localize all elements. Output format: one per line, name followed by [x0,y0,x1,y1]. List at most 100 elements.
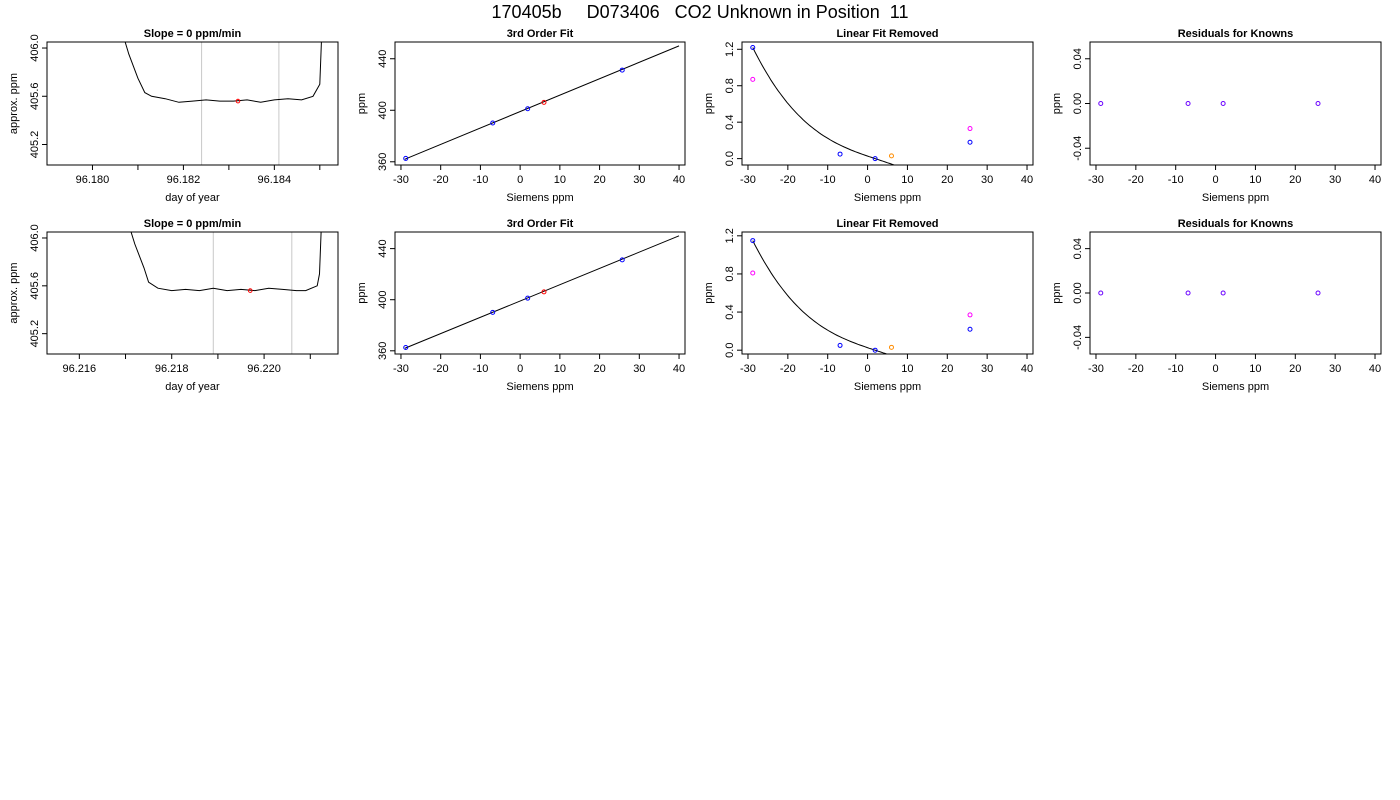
x-tick-label: 0 [1213,174,1219,186]
x-tick-label: 40 [1021,174,1033,186]
chart-panel: Residuals for Knowns Siemens ppm ppm -30 -20… [1051,28,1382,204]
y-tick-label: 0.4 [724,304,736,319]
chart-title: Slope = 0 ppm/min [144,218,242,230]
y-tick-label: 360 [377,342,389,360]
y-tick-label: 360 [377,153,389,171]
chart-panel: 3rd Order Fit Siemens ppm ppm -30 -20 -10 0 10 2… [356,28,686,204]
plot-frame [1089,231,1382,355]
y-tick-label: 0.0 [724,343,736,358]
x-tick-label: -10 [472,174,488,186]
plot-area [1098,101,1321,106]
plot-area [403,235,680,350]
plot-area [124,42,322,165]
known-point [490,120,496,126]
chart-title: 3rd Order Fit [507,28,574,40]
y-tick-label: 0.00 [1072,93,1084,114]
residual-point [1098,101,1104,106]
x-tick-label: 10 [901,174,913,186]
y-axis-label: ppm [703,282,715,303]
x-tick-label: 0 [1213,363,1219,375]
x-tick-label: 0 [517,174,523,186]
residual-point [1315,290,1321,296]
x-tick-label: 40 [1021,363,1033,375]
chart-title: 3rd Order Fit [507,218,574,230]
plot-frame [394,41,686,166]
residual-point [1220,290,1226,296]
chart-panel: Linear Fit Removed Siemens ppm ppm -30 -20 -1… [703,218,1034,393]
cubic-curve [752,240,889,354]
y-tick-label: 1.2 [724,42,736,57]
chart-title: Linear Fit Removed [836,28,938,40]
x-tick-label: -10 [820,174,836,186]
y-tick-label: 0.8 [724,78,736,93]
x-tick-label: -30 [740,363,756,375]
x-axis-label: Siemens ppm [506,381,573,393]
y-axis-label: ppm [356,93,368,114]
x-tick-label: 10 [554,363,566,375]
x-tick-label: 20 [941,363,953,375]
x-tick-label: -20 [780,174,796,186]
chart-panel: 3rd Order Fit Siemens ppm ppm -30 -20 -10 0 10 2… [356,218,686,393]
x-tick-label: -20 [1128,174,1144,186]
x-tick-label: 30 [1329,363,1341,375]
x-tick-label: 40 [673,363,685,375]
known-point [837,151,843,157]
y-tick-label: 0.04 [1072,48,1084,69]
known-point [967,326,973,332]
y-tick-label: 0.0 [724,151,736,166]
x-tick-label: -20 [433,363,449,375]
x-tick-label: -10 [1168,363,1184,375]
y-axis-label: approx. ppm [8,262,20,323]
unknown-point [888,344,894,350]
y-axis-label: ppm [356,282,368,303]
page-title: 170405b D073406 CO2 Unknown in Position … [491,2,909,22]
measured-point [750,270,756,276]
y-axis-label: ppm [1051,282,1063,303]
x-tick-label: 96.182 [167,174,201,186]
x-tick-label: 96.180 [76,174,110,186]
chart-title: Linear Fit Removed [836,218,938,230]
y-tick-label: -0.04 [1072,325,1084,350]
residual-point [1098,290,1104,296]
y-tick-label: 405.2 [29,131,41,159]
x-tick-label: 40 [1369,363,1381,375]
y-tick-label: -0.04 [1072,136,1084,161]
x-axis-label: Siemens ppm [854,192,921,204]
y-tick-label: 0.8 [724,266,736,281]
x-tick-label: -30 [393,363,409,375]
known-point [525,106,531,112]
chart-panel: Residuals for Knowns Siemens ppm ppm -30 -20… [1051,218,1382,393]
x-tick-label: 0 [517,363,523,375]
x-axis-label: day of year [165,381,220,393]
known-point [750,44,756,50]
y-tick-label: 0.04 [1072,238,1084,259]
x-tick-label: 30 [1329,174,1341,186]
known-point [619,257,625,263]
known-point [872,156,878,162]
x-tick-label: -20 [1128,363,1144,375]
plot-area [750,238,973,354]
y-tick-label: 406.0 [29,224,41,252]
x-tick-label: 40 [1369,174,1381,186]
residual-point [1185,101,1191,106]
unknown-point [888,153,894,159]
x-tick-label: 40 [673,174,685,186]
x-tick-label: 0 [865,174,871,186]
x-tick-label: -20 [780,363,796,375]
y-tick-label: 400 [377,291,389,309]
unknown-point [541,289,547,295]
known-point [967,139,973,145]
unknown-marker [235,98,241,104]
residual-point [1185,290,1191,296]
plot-frame [741,41,1034,166]
x-tick-label: 96.216 [63,363,97,375]
x-tick-label: 10 [1249,174,1261,186]
x-tick-label: -10 [472,363,488,375]
plot-frame [46,41,339,166]
chart-panel: Linear Fit Removed Siemens ppm ppm -30 -20 -1… [703,28,1034,204]
x-tick-label: -20 [433,174,449,186]
x-tick-label: -30 [1088,363,1104,375]
trace-line [124,42,322,103]
unknown-marker [247,288,253,293]
